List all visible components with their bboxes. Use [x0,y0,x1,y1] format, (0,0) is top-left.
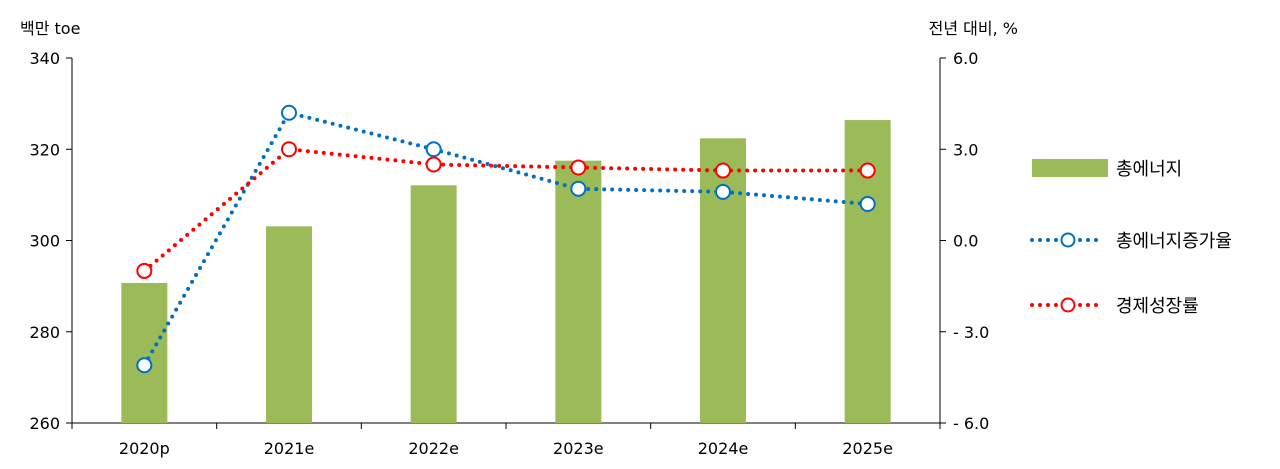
data-point [859,196,876,212]
tick-labels: 340 320 300 280 260 6.0 3.0 0.0 - 3.0 - 6.0 2020p 2… [20,19,1018,458]
axes [66,57,946,429]
data-point [425,156,442,173]
legend-marker [1060,232,1076,248]
data-point [715,183,731,200]
right-tick-label: - 6.0 [953,414,989,433]
bar [266,226,312,423]
data-point [570,180,587,197]
x-tick-label: 2022e [408,439,459,458]
x-tick-label: 2020p [119,439,170,458]
data-point [136,357,153,374]
legend-swatch [1032,159,1108,177]
left-tick-label: 340 [29,49,60,68]
data-point [136,262,153,279]
bar [121,282,168,423]
data-point [281,104,297,121]
line-series [136,104,876,374]
bar [700,138,746,424]
right-axis-unit: 전년 대비, % [929,19,1018,38]
left-axis-unit: 백만 toe [20,19,80,38]
left-tick-label: 280 [29,323,60,342]
data-point [425,141,442,158]
x-tick-label: 2023e [553,439,604,458]
bar-series [121,120,891,424]
x-tick-label: 2021e [264,439,315,458]
legend-label: 총에너지 [1116,159,1182,180]
bar [555,160,602,423]
legend-marker [1060,297,1076,313]
series-line [142,147,870,273]
left-tick-label: 300 [29,232,60,251]
data-point [859,162,876,179]
x-tick-label: 2025e [842,439,893,458]
bar [410,185,457,423]
left-tick-label: 260 [29,414,60,433]
data-point [715,162,731,179]
right-tick-label: 6.0 [953,49,978,68]
x-tick-label: 2024e [698,439,749,458]
right-tick-label: - 3.0 [953,323,989,342]
series-line [142,110,870,368]
data-point [281,141,297,158]
legend-label: 경제성장률 [1116,296,1199,317]
left-tick-label: 320 [29,140,60,159]
legend-label: 총에너지증가율 [1116,231,1232,252]
right-tick-label: 3.0 [953,140,978,159]
right-tick-label: 0.0 [953,232,978,251]
data-point [570,159,587,176]
